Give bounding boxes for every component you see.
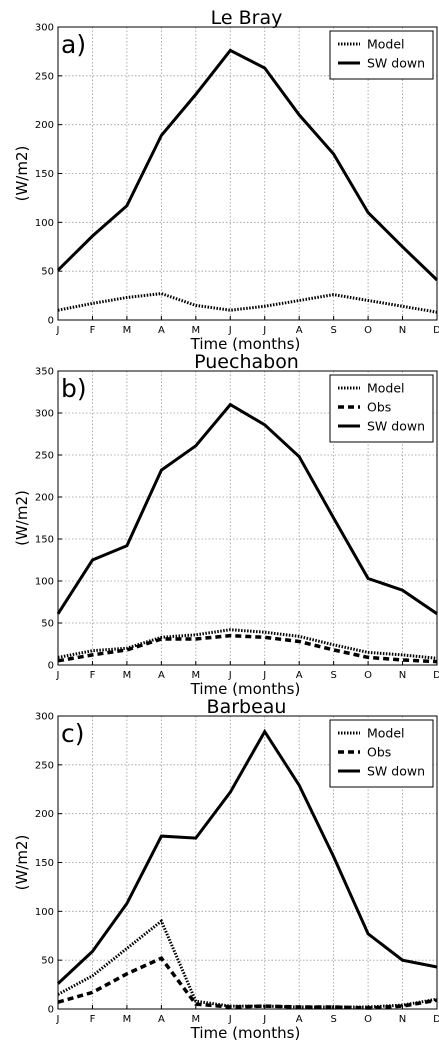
y-tick-label: 0 [48, 1005, 54, 1016]
x-tick-label: J [262, 325, 266, 336]
x-tick-label: S [330, 325, 336, 336]
y-tick-label: 200 [35, 493, 54, 504]
chart-puechabon: 0 50 100 150 200 250 300 350 J F M A M J J A S O N D Puechab… [13, 351, 439, 698]
y-tick-label: 50 [41, 956, 54, 967]
y-tick-label: 200 [35, 120, 54, 131]
series-line-model [57, 918, 438, 1009]
x-tick-label: D [433, 1014, 439, 1025]
x-tick-label: D [433, 670, 439, 681]
y-tick-label: 0 [48, 661, 54, 672]
x-tick-label: M [123, 325, 132, 336]
y-tick-label: 300 [35, 712, 54, 723]
x-axis-label: Time (months) [190, 335, 301, 353]
y-tick-label: 250 [35, 760, 54, 771]
legend-label: SW down [367, 419, 425, 434]
panel-label: a) [61, 30, 86, 59]
y-tick-label: 50 [41, 267, 54, 278]
x-tick-label: F [90, 325, 96, 336]
y-tick-label: 100 [35, 577, 54, 588]
y-axis-label: (W/m2) [13, 835, 31, 891]
y-tick-label: 250 [35, 71, 54, 82]
legend-box [329, 374, 434, 443]
x-tick-label: M [123, 1014, 132, 1025]
y-tick-label: 150 [35, 535, 54, 546]
x-tick-label: O [364, 1014, 372, 1025]
legend-label: Model [367, 37, 405, 52]
x-axis-label: Time (months) [190, 680, 301, 698]
legend-label: Model [367, 381, 405, 396]
legend-label: Model [367, 726, 405, 741]
chart-title: Puechabon [194, 351, 299, 373]
x-tick-label: S [330, 1014, 336, 1025]
x-tick-label: F [90, 670, 96, 681]
panel-label: c) [61, 719, 85, 748]
x-tick-label: J [56, 670, 60, 681]
series-line-sw-down [56, 402, 438, 616]
y-tick-label: 150 [35, 169, 54, 180]
chart-title: Barbeau [207, 696, 287, 718]
chart-title: Le Bray [211, 7, 283, 29]
y-axis-label: (W/m2) [13, 490, 31, 546]
x-tick-label: J [228, 670, 232, 681]
x-tick-label: A [296, 1014, 303, 1025]
chart-barbeau: 0 50 100 150 200 250 300 J F M A M J J A S O N D Barbeau Tim… [13, 696, 439, 1042]
x-tick-label: O [364, 325, 372, 336]
legend: Model Obs SW down [329, 719, 434, 788]
x-tick-label: O [364, 670, 372, 681]
legend: Model SW down [329, 30, 434, 80]
x-tick-label: N [399, 670, 406, 681]
y-tick-label: 0 [48, 316, 54, 327]
x-tick-label: J [56, 325, 60, 336]
x-tick-label: N [399, 325, 406, 336]
x-tick-label: A [158, 1014, 165, 1025]
y-tick-label: 50 [41, 619, 54, 630]
x-axis-label: Time (months) [190, 1024, 301, 1042]
x-tick-label: F [90, 1014, 96, 1025]
y-tick-label: 200 [35, 809, 54, 820]
legend-label: SW down [367, 56, 425, 71]
y-axis-label: (W/m2) [13, 146, 31, 202]
legend-box [329, 719, 434, 788]
x-tick-label: A [158, 670, 165, 681]
plot-frame [57, 370, 438, 666]
series-line-sw-down [56, 728, 438, 985]
x-tick-label: J [262, 670, 266, 681]
y-tick-label: 350 [35, 367, 54, 378]
x-tick-label: J [228, 1014, 232, 1025]
y-tick-label: 250 [35, 451, 54, 462]
x-tick-label: M [123, 670, 132, 681]
y-tick-label: 300 [35, 23, 54, 34]
x-tick-label: N [399, 1014, 406, 1025]
chart-le-bray: 0 50 100 150 200 250 300 J F M A M J J A S O N D Le Bray Tim… [13, 7, 439, 353]
x-tick-label: S [330, 670, 336, 681]
y-tick-label: 300 [35, 409, 54, 420]
x-tick-label: D [433, 325, 439, 336]
panel-label: b) [61, 374, 87, 403]
y-tick-label: 150 [35, 858, 54, 869]
series-line-model [57, 628, 438, 660]
x-tick-label: J [262, 1014, 266, 1025]
y-tick-label: 100 [35, 218, 54, 229]
x-tick-label: J [56, 1014, 60, 1025]
legend-label: Obs [367, 400, 391, 415]
series-line-obs [57, 633, 438, 664]
x-tick-label: M [191, 670, 200, 681]
y-tick-label: 100 [35, 907, 54, 918]
x-tick-label: A [296, 325, 303, 336]
legend: Model Obs SW down [329, 374, 434, 443]
legend-box [329, 30, 434, 80]
x-tick-label: M [191, 325, 200, 336]
series-line-model [57, 292, 438, 314]
x-tick-label: A [158, 325, 165, 336]
x-tick-label: M [191, 1014, 200, 1025]
series-line-obs [57, 956, 438, 1010]
legend-label: Obs [367, 745, 391, 760]
series-line-sw-down [56, 48, 439, 282]
legend-label: SW down [367, 764, 425, 779]
x-tick-label: J [228, 325, 232, 336]
x-tick-label: A [296, 670, 303, 681]
